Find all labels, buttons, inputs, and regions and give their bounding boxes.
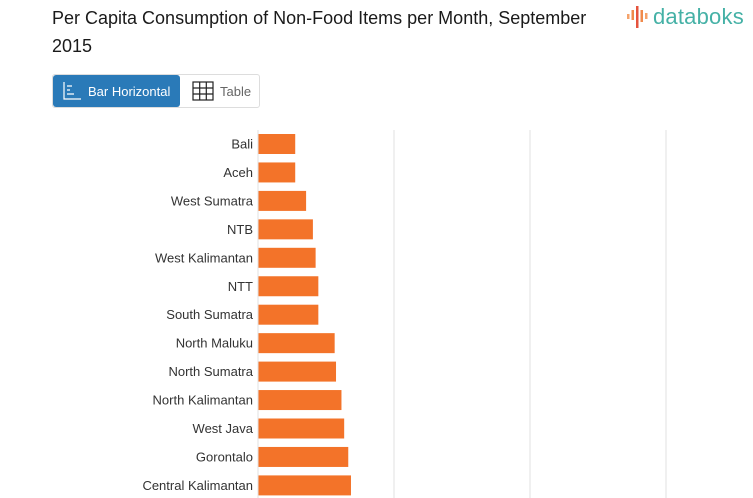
bar[interactable] [258,276,319,297]
category-label: Central Kalimantan [142,478,253,493]
bar[interactable] [258,390,342,411]
databoks-logo[interactable]: databoks [626,4,744,30]
bar[interactable] [258,418,345,439]
logo-bars-icon [627,6,648,28]
bar[interactable] [258,219,313,240]
category-label: West Kalimantan [155,250,253,265]
category-label: NTT [228,279,253,294]
category-label: Bali [231,137,253,152]
chart-title: Per Capita Consumption of Non-Food Items… [52,8,587,56]
category-label: West Java [193,421,254,436]
bar-chart-icon [63,82,81,100]
view-toggle: Bar Horizontal Table [52,74,260,108]
table-label: Table [220,83,252,99]
bar[interactable] [258,162,296,183]
bar[interactable] [258,134,296,154]
logo-text: databoks [653,4,744,29]
category-label: North Sumatra [168,364,253,379]
category-label: North Maluku [176,336,253,351]
category-label: West Sumatra [171,193,254,208]
bar[interactable] [258,446,349,467]
category-label: NTB [227,222,253,237]
category-label: Aceh [223,165,253,180]
bar[interactable] [258,475,351,496]
bar[interactable] [258,247,316,268]
bar-horizontal-button[interactable]: Bar Horizontal [53,75,180,107]
bar[interactable] [258,190,307,211]
table-grid-icon [192,81,214,101]
bar[interactable] [258,361,337,382]
category-label: South Sumatra [166,307,253,322]
category-label: Gorontalo [196,449,253,464]
bar[interactable] [258,333,335,354]
bar-horizontal-label: Bar Horizontal [88,83,171,99]
table-button[interactable]: Table [180,75,251,107]
category-label: North Kalimantan [153,393,253,408]
bar[interactable] [258,304,319,325]
